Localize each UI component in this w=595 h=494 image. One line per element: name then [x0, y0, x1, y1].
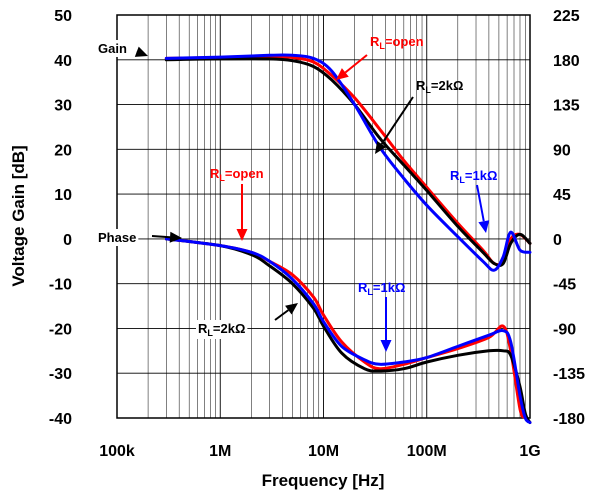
x-tick-label: 100M — [407, 443, 447, 460]
annotation-suffix: =open — [225, 166, 264, 181]
y-tick-label: -10 — [49, 277, 72, 294]
annotation-subscript: L — [367, 287, 373, 297]
annotation-suffix: =2kΩ — [431, 78, 463, 93]
annotation-subscript: L — [379, 41, 385, 51]
annotation-main: Gain — [98, 41, 127, 56]
gain-curve-rl-open — [164, 55, 532, 267]
plot-area — [116, 14, 531, 419]
annotation-arrow — [274, 309, 289, 321]
x-tick-label: 1M — [209, 443, 231, 460]
phase-curve-rl-1k — [164, 237, 532, 424]
annotation-phase: Phase — [96, 229, 139, 246]
x-tick-label: 10M — [308, 443, 339, 460]
y2-tick-label: -135 — [553, 366, 585, 383]
annotation-main: R — [198, 321, 208, 336]
arrow-head — [478, 220, 490, 233]
annotation-suffix: =1kΩ — [465, 168, 497, 183]
annotation-arrow — [476, 184, 485, 222]
y-tick-label: 10 — [54, 187, 72, 204]
arrow-head — [169, 231, 182, 243]
x-tick-label: 1G — [519, 443, 540, 460]
x-tick-label: 100k — [99, 443, 135, 460]
y-tick-label: 30 — [54, 98, 72, 115]
y-tick-label: -30 — [49, 366, 72, 383]
y-axis-label: Voltage Gain [dB] — [9, 145, 28, 286]
series-lines — [164, 53, 532, 424]
y2-tick-label: 225 — [553, 8, 580, 25]
y2-tick-label: -45 — [553, 277, 576, 294]
y2-tick-label: 90 — [553, 142, 571, 159]
annotation-text: Gain — [98, 41, 127, 56]
annotation-main: R — [450, 168, 460, 183]
annotation-subscript: L — [207, 328, 213, 338]
annotation-subscript: L — [425, 85, 431, 95]
annotation-text: RL=2kΩ — [416, 78, 463, 95]
y-tick-label: 40 — [54, 53, 72, 70]
y2-tick-label: 45 — [553, 187, 571, 204]
annotation-text: RL=open — [370, 34, 424, 51]
annotation-background — [196, 320, 248, 339]
annotation-rl-2k-phase: RL=2kΩ — [196, 320, 248, 339]
arrow-head — [375, 140, 387, 154]
annotation-rl-1k-phase: RL=1kΩ — [358, 280, 405, 297]
annotation-arrow — [344, 54, 368, 74]
annotation-arrows — [134, 46, 490, 352]
annotation-suffix: =open — [385, 34, 424, 49]
annotation-rl-open-gain: RL=open — [370, 34, 424, 51]
y2-tick-label: -90 — [553, 321, 576, 338]
arrow-head — [380, 340, 392, 352]
phase-curve-rl-2k — [164, 237, 532, 424]
arrow-head — [285, 303, 298, 315]
annotation-text: RL=2kΩ — [198, 321, 245, 338]
annotation-background — [96, 40, 129, 57]
annotation-main: R — [370, 34, 380, 49]
y2-tick-label: 0 — [553, 232, 562, 249]
y2-tick-label: -180 — [553, 411, 585, 428]
gain-curve-rl-1k — [164, 53, 532, 272]
y2-tick-label: 135 — [553, 98, 580, 115]
annotation-main: Phase — [98, 230, 136, 245]
annotation-text: RL=1kΩ — [450, 168, 497, 185]
annotation-arrow — [151, 235, 171, 239]
annotation-labels: GainPhaseRL=openRL=2kΩRL=1kΩRL=openRL=2k… — [96, 34, 497, 339]
y-tick-label: -40 — [49, 411, 72, 428]
axis-tick-labels: 100k 1M 10M 100M 1G 50 40 30 20 10 0 -10 -20 -30 -40 22… — [49, 8, 585, 460]
annotation-gain: Gain — [96, 40, 129, 57]
annotation-background — [96, 229, 139, 246]
annotation-subscript: L — [219, 173, 225, 183]
y2-tick-label: 180 — [553, 53, 580, 70]
annotation-main: R — [210, 166, 220, 181]
y-tick-label: 50 — [54, 8, 72, 25]
y-tick-label: 20 — [54, 142, 72, 159]
arrow-head — [336, 68, 349, 80]
arrow-head — [134, 46, 148, 57]
annotation-suffix: =2kΩ — [213, 321, 245, 336]
annotation-text: RL=1kΩ — [358, 280, 405, 297]
y-tick-label: 0 — [63, 232, 72, 249]
y-tick-label: -20 — [49, 321, 72, 338]
annotation-arrow — [380, 96, 414, 145]
x-axis-label: Frequency [Hz] — [262, 471, 385, 490]
annotation-main: R — [416, 78, 426, 93]
annotation-rl-2k-gain: RL=2kΩ — [416, 78, 463, 95]
annotation-text: RL=open — [210, 166, 264, 183]
annotation-rl-1k-gain: RL=1kΩ — [450, 168, 497, 185]
gain-curve-rl-2k — [164, 57, 532, 267]
annotation-rl-open-phase: RL=open — [210, 166, 264, 183]
annotation-main: R — [358, 280, 368, 295]
grid-lines — [117, 15, 530, 418]
annotation-subscript: L — [459, 175, 465, 185]
annotation-text: Phase — [98, 230, 136, 245]
annotation-suffix: =1kΩ — [373, 280, 405, 295]
arrow-head — [236, 229, 248, 241]
